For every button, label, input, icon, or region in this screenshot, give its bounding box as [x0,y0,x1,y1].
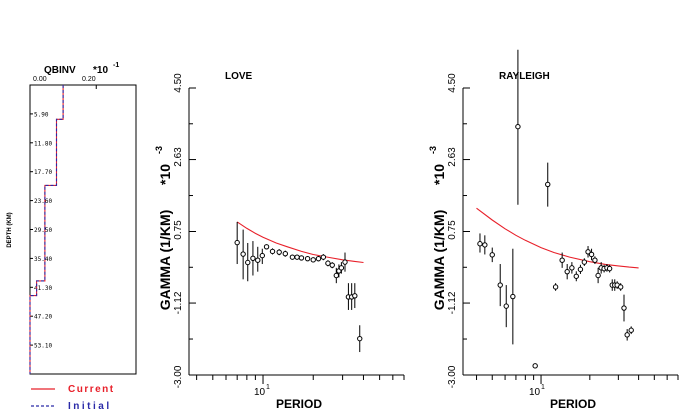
love-data-point-7 [269,248,276,255]
rayleigh-data-point-23 [606,265,613,272]
rayleigh-data-point-7 [532,363,538,369]
rayleigh-data-point-1 [482,242,488,248]
rayleigh-data-point-29 [624,332,630,338]
rayleigh-data-point-28 [621,305,627,311]
rayleigh-xtick-exponent: 1 [541,384,545,391]
love-data-point-22 [342,259,348,265]
love-panel: LOVE GAMMA (1/KM) *10 -3 -3.00 -1.12 0.7… [154,71,405,411]
love-data-point-26 [357,335,363,342]
rayleigh-data-point-17 [588,251,595,258]
qbinv-ytick-label-7: 47.20 [34,314,52,321]
love-ytick-label-0: -3.00 [173,365,184,388]
rayleigh-data-point-30 [628,327,634,333]
love-ytick-label-3: 2.63 [173,147,184,167]
qbinv-panel: QBINV *10 -1 0.00 0.20 5.90 11.80 17.70 23.… [7,62,137,375]
qbinv-scale-exponent: -1 [113,62,119,69]
qbinv-xtick-label-0: 0.00 [33,76,47,83]
rayleigh-xtick-label: 10 [529,387,541,398]
love-xtick-label: 10 [254,387,266,398]
love-data-point-16 [320,254,327,260]
love-data-point-21 [338,265,345,271]
love-data-point-2 [245,259,251,266]
legend: Current Initial [31,384,115,411]
love-data-point-25 [352,293,358,299]
love-data-point-11 [294,254,300,260]
love-data-point-17 [325,260,331,266]
rayleigh-model-curve [476,207,639,269]
love-scale: *10 [157,164,173,185]
qbinv-ytick-label-3: 23.60 [34,198,52,205]
qbinv-ylabel: DEPTH (KM) [7,212,13,247]
rayleigh-data-point-8 [545,181,551,188]
love-ytick-label-4: 4.50 [173,73,184,93]
rayleigh-data-point-0 [477,241,483,247]
love-data-point-15 [315,255,322,262]
love-ylabel: GAMMA (1/KM) [157,210,173,311]
rayleigh-data-point-10 [559,257,565,263]
rayleigh-data-point-11 [564,268,570,275]
qbinv-ytick-label-2: 17.70 [34,169,52,176]
love-data-point-4 [255,257,261,263]
qbinv-ytick-label-1: 11.80 [34,140,52,147]
qbinv-ytick-label-0: 5.90 [34,111,49,118]
love-data-point-10 [289,254,296,260]
love-data-point-14 [310,257,316,263]
qbinv-series-initial [29,85,64,374]
qbinv-ytick-label-5: 35.40 [34,256,52,263]
rayleigh-data-point-3 [497,282,503,288]
rayleigh-data-point-13 [573,273,579,279]
qbinv-lines [29,85,64,374]
love-data-point-8 [276,249,282,255]
love-scale-exponent: -3 [154,146,164,154]
love-data-point-13 [304,255,311,262]
love-data-point-18 [329,262,335,268]
qbinv-ytick-label-4: 29.50 [34,227,52,234]
rayleigh-data-point-12 [569,265,575,271]
love-data-point-3 [250,255,256,261]
love-xlabel: PERIOD [276,397,322,411]
love-xtick-exponent: 1 [266,384,270,391]
love-data-point-9 [282,250,288,257]
rayleigh-ytick-label-0: -3.00 [447,365,458,388]
rayleigh-data-point-19 [595,272,601,279]
rayleigh-title: RAYLEIGH [499,71,550,82]
qbinv-ytick-label-6: 41.30 [34,285,52,292]
rayleigh-ytick-label-2: 0.75 [447,220,458,240]
love-data-point-0 [234,239,240,246]
rayleigh-data-point-27 [617,284,624,290]
qbinv-ytick-label-8: 53.10 [34,343,52,350]
love-data-point-5 [259,252,265,259]
rayleigh-xlabel: PERIOD [550,397,596,411]
rayleigh-ytick-label-1: -1.12 [447,291,458,314]
qbinv-xtick-label-1: 0.20 [82,76,96,83]
rayleigh-data-point-6 [515,123,521,130]
rayleigh-scale: *10 [431,164,447,185]
legend-current-label: Current [68,384,115,395]
qbinv-title: QBINV [44,65,76,76]
rayleigh-data-point-5 [510,293,516,300]
rayleigh-data-point-16 [585,249,591,255]
love-ytick-label-1: -1.12 [173,291,184,314]
rayleigh-data-point-2 [489,252,495,258]
love-ytick-label-2: 0.75 [173,220,184,240]
love-data-point-12 [298,255,305,261]
rayleigh-data-point-4 [503,303,509,309]
love-title: LOVE [225,71,253,82]
love-data-point-1 [240,251,246,257]
qbinv-scale: *10 [93,65,108,76]
rayleigh-data-point-9 [552,284,559,290]
rayleigh-data-point-15 [581,259,588,265]
legend-initial-label: Initial [68,401,112,411]
rayleigh-data-point-14 [577,266,584,273]
love-data-point-19 [333,272,340,279]
rayleigh-ytick-label-3: 2.63 [447,147,458,167]
rayleigh-data-point-18 [592,257,598,263]
love-data-point-6 [263,244,270,250]
rayleigh-ylabel: GAMMA (1/KM) [431,210,447,311]
rayleigh-scale-exponent: -3 [428,146,438,154]
rayleigh-panel: RAYLEIGH GAMMA (1/KM) *10 -3 -3.00 -1.12… [428,49,679,411]
rayleigh-ytick-label-4: 4.50 [447,73,458,93]
qbinv-ticks: 5.90 11.80 17.70 23.60 29.50 35.40 41.30 47.20 5… [29,85,97,350]
